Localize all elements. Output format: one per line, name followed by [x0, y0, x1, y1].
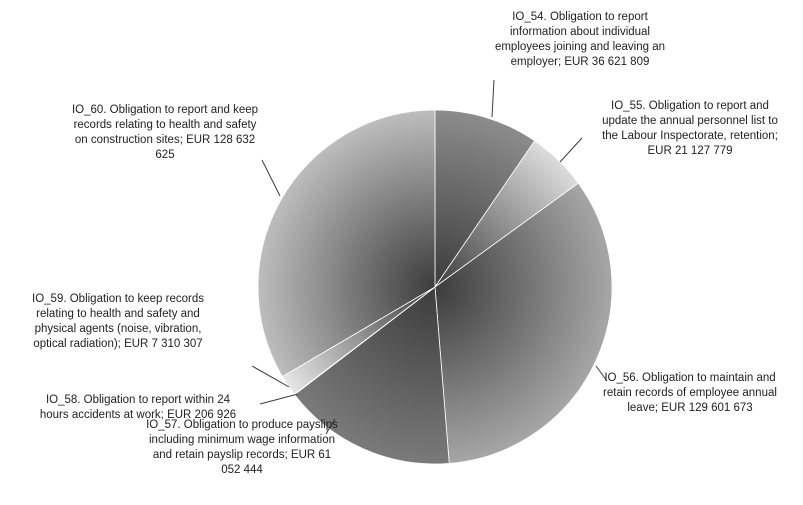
slice-label-line: IO_58. Obligation to report within 24 — [46, 394, 231, 406]
slice-label-line: hours accidents at work; EUR 206 926 — [40, 409, 236, 421]
slice-label-line: employees joining and leaving an — [495, 41, 665, 53]
slice-label: IO_59. Obligation to keep records relatin… — [32, 293, 204, 350]
pie-slices — [257, 109, 613, 465]
leader-lines — [251, 79, 608, 435]
slice-label-line: the Labour Inspectorate, retention; — [602, 130, 778, 142]
slice-label-line: EUR 21 127 779 — [647, 145, 732, 157]
leader-line — [261, 159, 281, 197]
slice-label: IO_60. Obligation to report and keep reco… — [72, 104, 258, 161]
slice-label-line: on construction sites; EUR 128 632 — [75, 134, 255, 146]
slice-label-line: and retain payslip records; EUR 61 — [153, 449, 331, 461]
slice-label-line: IO_57. Obligation to produce payslips — [146, 419, 338, 431]
leader-line — [325, 418, 336, 435]
pie-slice — [434, 109, 536, 289]
slice-label-line: physical agents (noise, vibration, — [35, 323, 202, 335]
slice-label-line: information about individual — [510, 26, 650, 38]
slice-label: IO_55. Obligation to report and update th… — [602, 100, 778, 157]
slice-label-line: IO_54. Obligation to report — [512, 11, 648, 23]
slice-label-line: 052 444 — [221, 464, 263, 476]
slice-label-line: IO_59. Obligation to keep records — [32, 293, 204, 305]
slice-label-line: update the annual personnel list to — [602, 115, 778, 127]
slice-label: IO_58. Obligation to report within 24 hou… — [40, 394, 236, 421]
pie-slice — [293, 286, 450, 465]
slice-label-line: employer; EUR 36 621 809 — [511, 56, 650, 68]
slice-label-line: including minimum wage information — [149, 434, 335, 446]
slice-labels: IO_54. Obligation to report information a… — [32, 11, 778, 476]
slice-label-line: leave; EUR 129 601 673 — [627, 402, 752, 414]
slice-label: IO_57. Obligation to produce payslips inc… — [146, 419, 338, 476]
leader-line — [491, 79, 495, 118]
slice-label-line: 625 — [155, 149, 174, 161]
slice-label-line: IO_56. Obligation to maintain and — [604, 372, 775, 384]
slice-label: IO_56. Obligation to maintain and retain … — [603, 372, 777, 414]
slice-label: IO_54. Obligation to report information a… — [495, 11, 665, 68]
slice-label-line: optical radiation); EUR 7 310 307 — [33, 338, 202, 350]
leader-line — [559, 137, 583, 163]
slice-label-line: relating to health and safety and — [36, 308, 200, 320]
pie-slice — [434, 182, 613, 464]
leader-line — [251, 365, 290, 388]
pie-slice — [257, 109, 436, 378]
slice-label-line: IO_55. Obligation to report and — [611, 100, 769, 112]
slice-label-line: IO_60. Obligation to report and keep — [72, 104, 258, 116]
leader-line — [259, 393, 299, 405]
slice-label-line: records relating to health and safety — [74, 119, 257, 131]
leader-line — [595, 365, 608, 382]
slice-label-line: retain records of employee annual — [603, 387, 777, 399]
